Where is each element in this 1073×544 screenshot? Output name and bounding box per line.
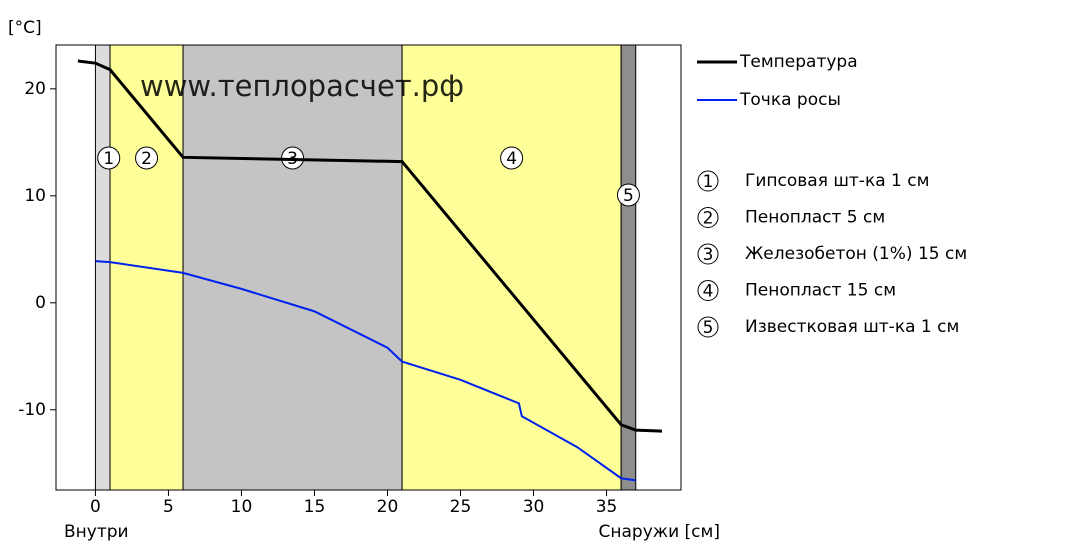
x-tick-label: 15	[304, 497, 326, 517]
series-line	[95, 260, 636, 482]
x-tick-label: 25	[450, 497, 472, 517]
x-label-right: Снаружи [см]	[599, 522, 720, 542]
legend-label: Точка росы	[739, 90, 841, 110]
layer-list-number: 1	[703, 172, 714, 192]
layer	[401, 45, 622, 490]
x-tick-label: 35	[596, 497, 618, 517]
plot-frame	[55, 44, 682, 491]
layer-list-number: 5	[703, 318, 714, 338]
layer-marker	[135, 146, 159, 170]
layer-list-number: 2	[703, 209, 714, 229]
x-tick-label: 10	[231, 497, 253, 517]
series-line	[77, 59, 663, 433]
layer-marker-number: 2	[141, 149, 152, 169]
layer-marker	[97, 146, 121, 170]
layer-list-marker	[697, 316, 719, 338]
layer-marker-number: 5	[623, 186, 634, 206]
layer-list-name: Известковая шт-ка 1 см	[745, 317, 959, 337]
legend-label: Температура	[739, 52, 858, 72]
layer-list-marker	[697, 280, 719, 301]
y-tick-label: -10	[18, 400, 46, 420]
layer-marker	[500, 146, 524, 170]
y-tick-label: 20	[24, 79, 46, 99]
y-axis-label: [°C]	[8, 18, 42, 38]
layer	[182, 45, 403, 490]
x-tick-label: 30	[523, 497, 545, 517]
y-tick-label: 0	[35, 293, 46, 313]
layer	[94, 45, 111, 490]
layer-list-number: 4	[703, 282, 714, 302]
layer-list-marker	[697, 170, 719, 192]
layer-marker	[616, 183, 640, 207]
x-tick-label: 0	[90, 497, 101, 517]
x-tick-label: 20	[377, 497, 399, 517]
layer-list-marker	[697, 207, 719, 228]
x-label-left: Внутри	[64, 522, 129, 542]
layer-list-marker	[697, 243, 719, 265]
layer-list-number: 3	[703, 245, 714, 265]
layer-list-name: Пенопласт 5 см	[745, 208, 885, 228]
plot: www.теплорасчет.рф1 2 3 45	[77, 45, 663, 490]
layer-list-name: Пенопласт 15 см	[745, 281, 896, 301]
layer-list-name: Гипсовая шт-ка 1 см	[745, 171, 929, 191]
y-tick-label: 10	[24, 186, 46, 206]
watermark: www.теплорасчет.рф	[140, 69, 464, 103]
layer-marker-number: 4	[506, 149, 517, 169]
layer-marker-number: 1	[103, 149, 114, 169]
x-tick-label: 5	[163, 497, 174, 517]
layer	[620, 45, 637, 490]
layer-list-name: Железобетон (1%) 15 см	[745, 244, 967, 264]
